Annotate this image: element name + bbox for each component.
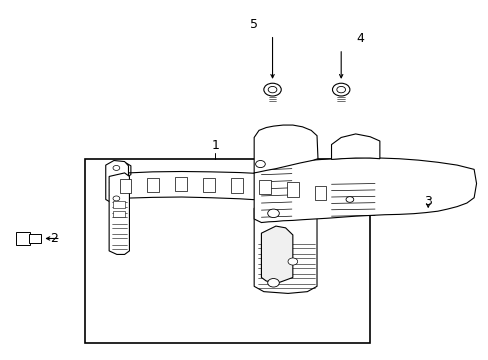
Bar (258, 180, 270, 194)
Bar (120, 179, 131, 193)
Polygon shape (105, 161, 128, 208)
Bar (314, 186, 326, 200)
Circle shape (267, 86, 276, 93)
Polygon shape (109, 173, 129, 255)
Circle shape (255, 161, 265, 168)
Bar (16, 232, 30, 245)
Circle shape (346, 197, 353, 202)
Bar (113, 201, 125, 208)
Text: 1: 1 (211, 139, 219, 152)
Text: 3: 3 (424, 195, 431, 208)
Circle shape (336, 86, 345, 93)
Bar (286, 182, 298, 197)
Circle shape (287, 258, 297, 265)
Polygon shape (261, 226, 292, 283)
Circle shape (267, 279, 279, 287)
Bar (113, 211, 125, 217)
Polygon shape (254, 125, 317, 173)
Circle shape (113, 196, 120, 201)
Bar (230, 179, 243, 193)
Bar (85, 159, 369, 343)
Circle shape (332, 83, 349, 96)
Circle shape (267, 209, 279, 217)
Text: 5: 5 (250, 18, 258, 31)
Polygon shape (331, 134, 379, 159)
Polygon shape (111, 163, 131, 177)
Circle shape (264, 83, 281, 96)
Bar (29, 234, 41, 243)
Polygon shape (254, 201, 316, 293)
Text: 2: 2 (50, 232, 58, 245)
Circle shape (113, 166, 120, 170)
Polygon shape (338, 184, 357, 213)
Text: 4: 4 (356, 32, 364, 45)
Bar (203, 177, 215, 192)
Polygon shape (254, 158, 476, 222)
Bar (175, 177, 187, 191)
Bar (147, 177, 159, 192)
